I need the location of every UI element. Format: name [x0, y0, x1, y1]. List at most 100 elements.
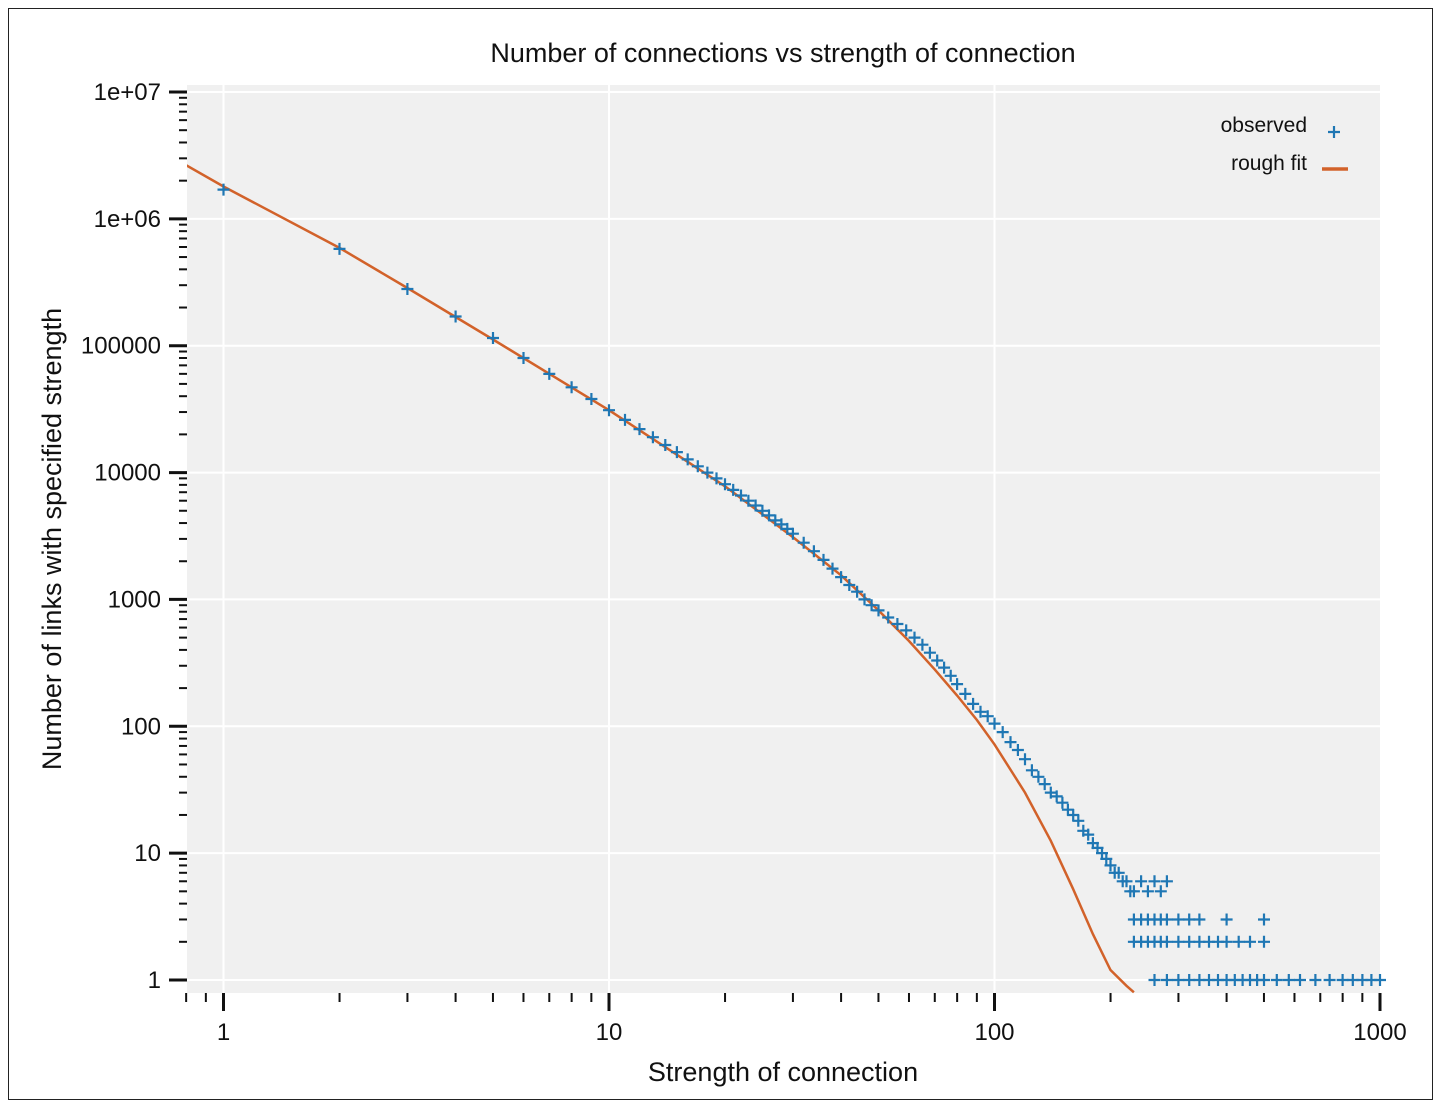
data-point	[1019, 753, 1031, 766]
y-tick-label: 10000	[94, 460, 161, 487]
data-point	[1160, 913, 1173, 926]
y-tick-label: 10	[134, 840, 161, 867]
y-tick-label: 1000	[108, 586, 161, 613]
data-point	[967, 697, 980, 710]
data-point	[908, 631, 921, 644]
data-point	[1282, 974, 1295, 986]
data-point	[938, 661, 951, 674]
data-point	[1127, 885, 1140, 898]
data-point	[1232, 935, 1245, 948]
data-point	[1172, 974, 1185, 986]
data-point	[646, 431, 659, 444]
data-point	[763, 509, 775, 522]
data-point	[1220, 913, 1233, 926]
data-point	[585, 393, 598, 405]
data-point	[749, 499, 762, 512]
data-point	[996, 726, 1009, 739]
chart-frame: 1 10 100 1000 10000 100000 1e+06 1e+07 1 10 100 100…	[8, 8, 1433, 1100]
data-point	[1032, 770, 1045, 783]
x-tick-label: 10	[596, 1019, 623, 1046]
axes: 1 10 100 1000 10000 100000 1e+06 1e+07 1 10 100 100…	[81, 79, 1407, 1046]
y-tick-label: 100000	[81, 333, 161, 360]
data-point	[1172, 913, 1185, 926]
data-point	[1025, 764, 1038, 777]
data-point	[217, 183, 230, 196]
data-point	[1258, 974, 1270, 986]
data-point	[1120, 875, 1133, 888]
y-tick-label: 1e+07	[94, 79, 161, 106]
y-axis-title: Number of links with specified strength	[37, 308, 67, 770]
legend-label-observed: observed	[1221, 114, 1307, 137]
x-tick-label: 100	[974, 1019, 1014, 1046]
data-point	[449, 310, 462, 323]
data-point	[1258, 913, 1270, 926]
legend-marker-observed	[1328, 126, 1340, 138]
grid	[187, 85, 1380, 993]
data-point	[872, 604, 885, 617]
data-point	[1193, 913, 1206, 926]
data-point	[619, 413, 631, 426]
data-point	[681, 453, 694, 466]
data-point	[727, 483, 740, 496]
data-point	[843, 579, 856, 591]
data-point	[701, 466, 714, 479]
data-point	[1082, 828, 1095, 841]
data-point	[1258, 935, 1270, 948]
data-point	[826, 562, 839, 575]
data-point	[931, 654, 944, 667]
data-point	[710, 472, 723, 485]
y-tick-label: 1	[148, 967, 161, 994]
data-point	[944, 669, 957, 682]
data-point	[1038, 778, 1051, 791]
fit-layer	[187, 164, 1135, 994]
data-point	[1141, 885, 1154, 898]
data-point	[1050, 790, 1063, 803]
y-tick-label: 100	[121, 713, 161, 740]
data-point	[891, 618, 904, 630]
data-point	[565, 381, 578, 394]
data-point	[756, 504, 769, 517]
chart-title: Number of connections vs strength of con…	[490, 38, 1075, 68]
data-point	[916, 638, 929, 651]
data-point	[543, 367, 556, 380]
data-point	[900, 624, 913, 637]
data-point	[1100, 852, 1113, 865]
data-point	[1067, 809, 1080, 821]
data-point	[603, 404, 615, 417]
data-point	[817, 553, 830, 566]
fit-curve	[187, 164, 1135, 994]
data-point	[1374, 974, 1386, 986]
data-point	[1160, 875, 1173, 888]
data-point	[517, 352, 530, 364]
x-tick-label: 1	[217, 1019, 230, 1046]
data-point	[786, 527, 799, 540]
data-point	[1323, 974, 1336, 986]
data-point	[974, 705, 987, 718]
x-tick-label: 1000	[1353, 1019, 1406, 1046]
data-point	[865, 599, 878, 612]
data-point	[1154, 885, 1167, 898]
data-point	[1183, 913, 1196, 926]
data-point	[1011, 744, 1024, 756]
data-point	[981, 710, 994, 723]
data-point	[1148, 875, 1161, 888]
data-point	[691, 460, 704, 473]
data-point	[858, 593, 871, 606]
data-point	[807, 545, 820, 558]
x-axis-title: Strength of connection	[648, 1057, 918, 1087]
data-point	[1056, 796, 1069, 809]
y-tick-label: 1e+06	[94, 206, 161, 233]
data-point	[1183, 974, 1196, 986]
data-point	[1148, 974, 1161, 986]
data-point	[1220, 935, 1233, 948]
data-point	[988, 717, 1001, 730]
data-point	[851, 585, 864, 598]
data-point	[487, 332, 499, 344]
data-point	[1135, 875, 1148, 888]
data-point	[659, 439, 672, 451]
data-point	[719, 478, 731, 491]
observed-points	[217, 183, 1386, 986]
data-point	[1244, 935, 1256, 948]
data-point	[333, 242, 346, 255]
data-point	[1061, 803, 1074, 816]
